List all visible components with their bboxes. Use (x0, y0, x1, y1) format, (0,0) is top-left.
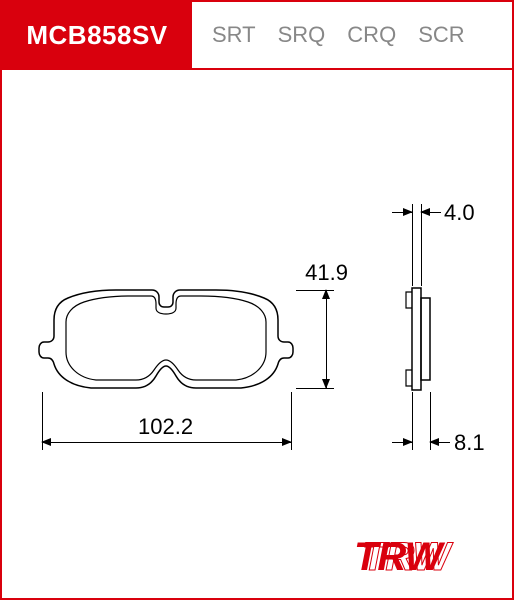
dim-extension (412, 204, 413, 286)
dim-arrow (392, 212, 412, 213)
brake-pad-side-view (398, 280, 448, 410)
dim-extension (421, 204, 422, 286)
part-number: MCB858SV (26, 20, 167, 51)
part-number-badge: MCB858SV (2, 2, 192, 68)
header: MCB858SV SRT SRQ CRQ SCR (2, 2, 512, 70)
dim-line-width (42, 442, 291, 443)
dim-line-height (326, 290, 327, 388)
variant-code: SRT (212, 22, 256, 48)
technical-diagram: 102.2 41.9 4.0 8.1 TRW TRW (0, 70, 514, 598)
variant-list: SRT SRQ CRQ SCR (192, 2, 512, 68)
dim-arrow (392, 442, 412, 443)
brake-pad-front-view (36, 280, 296, 410)
dim-arrow (430, 442, 450, 443)
dim-plate-label: 4.0 (444, 200, 475, 226)
variant-code: SRQ (278, 22, 326, 48)
dim-width-label: 102.2 (138, 414, 193, 440)
dim-thickness-label: 8.1 (454, 430, 485, 456)
trw-logo: TRW TRW (348, 528, 496, 584)
logo-text-outline: TRW (362, 535, 454, 579)
variant-code: CRQ (347, 22, 396, 48)
dim-height-label: 41.9 (304, 260, 348, 286)
dim-arrow (421, 212, 441, 213)
variant-code: SCR (418, 22, 464, 48)
